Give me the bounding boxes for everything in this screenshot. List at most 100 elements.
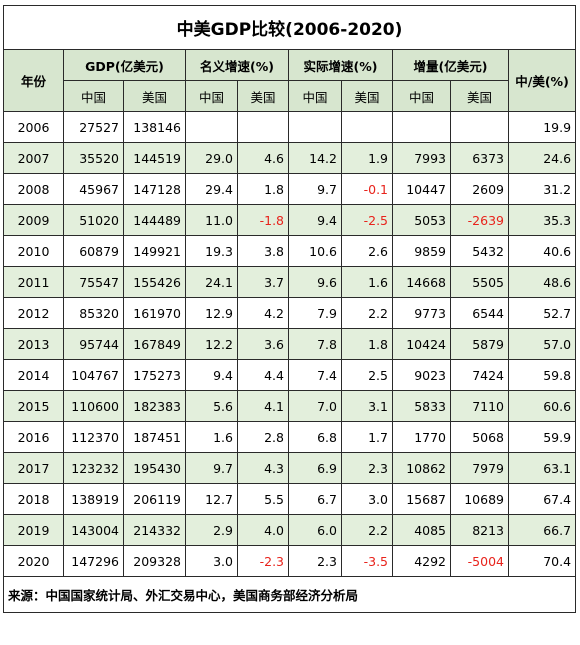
cell-real-usa: 2.2: [341, 297, 393, 329]
cell-increment-china: 4292: [392, 545, 451, 577]
header-real-growth: 实际增速(%): [288, 49, 393, 81]
cell-year: 2016: [3, 421, 64, 453]
cell-year: 2011: [3, 266, 64, 298]
cell-nominal-china: 5.6: [185, 390, 238, 422]
cell-increment-china: 14668: [392, 266, 451, 298]
cell-gdp-china: 75547: [63, 266, 124, 298]
cell-gdp-china: 27527: [63, 111, 124, 143]
table-row: 2006 27527 138146 19.9: [3, 111, 577, 143]
cell-nominal-usa: 5.5: [237, 483, 289, 515]
header-year: 年份: [3, 49, 64, 112]
cell-increment-china: 1770: [392, 421, 451, 453]
cell-nominal-china: 9.4: [185, 359, 238, 391]
cell-nominal-china: [185, 111, 238, 143]
source-note: 来源：中国国家统计局、外汇交易中心，美国商务部经济分析局: [2, 576, 577, 613]
table-row: 2019 143004 214332 2.9 4.0 6.0 2.2 4085 8213 66.7: [3, 514, 577, 546]
cell-real-china: 6.7: [288, 483, 342, 515]
header-increment: 增量(亿美元): [392, 49, 509, 81]
table-row: 2012 85320 161970 12.9 4.2 7.9 2.2 9773 6544 52.7: [3, 297, 577, 329]
cell-nominal-china: 29.4: [185, 173, 238, 205]
cell-increment-usa: 7979: [450, 452, 509, 484]
cell-real-usa: -3.5: [341, 545, 393, 577]
cell-real-usa: -0.1: [341, 173, 393, 205]
cell-increment-usa: 7424: [450, 359, 509, 391]
cell-year: 2007: [3, 142, 64, 174]
cell-year: 2008: [3, 173, 64, 205]
cell-nominal-china: 1.6: [185, 421, 238, 453]
subheader-china: 中国: [392, 80, 451, 112]
gdp-comparison-table: 中美GDP比较(2006-2020) 年份 GDP(亿美元) 名义增速(%) 实…: [2, 5, 577, 613]
table-row: 2014 104767 175273 9.4 4.4 7.4 2.5 9023 7424 59.8: [3, 359, 577, 391]
cell-real-usa: 1.9: [341, 142, 393, 174]
cell-gdp-usa: 182383: [123, 390, 186, 422]
subheader-usa: 美国: [450, 80, 509, 112]
cell-gdp-china: 110600: [63, 390, 124, 422]
cell-nominal-china: 29.0: [185, 142, 238, 174]
cell-ratio: 19.9: [507, 111, 577, 143]
cell-increment-china: 10447: [392, 173, 451, 205]
cell-gdp-china: 123232: [63, 452, 124, 484]
cell-increment-china: 5053: [392, 204, 451, 236]
cell-gdp-china: 35520: [63, 142, 124, 174]
subheader-china: 中国: [63, 80, 124, 112]
cell-nominal-usa: [237, 111, 289, 143]
cell-gdp-usa: 155426: [123, 266, 186, 298]
cell-gdp-usa: 175273: [123, 359, 186, 391]
cell-gdp-usa: 161970: [123, 297, 186, 329]
header-gdp: GDP(亿美元): [63, 49, 186, 81]
cell-nominal-china: 12.2: [185, 328, 238, 360]
cell-real-usa: 2.2: [341, 514, 393, 546]
cell-real-china: 9.7: [288, 173, 342, 205]
cell-real-usa: 1.7: [341, 421, 393, 453]
cell-real-usa: 2.3: [341, 452, 393, 484]
cell-ratio: 57.0: [507, 328, 577, 360]
cell-real-usa: 1.8: [341, 328, 393, 360]
cell-real-usa: -2.5: [341, 204, 393, 236]
table-row: 2007 35520 144519 29.0 4.6 14.2 1.9 7993 6373 24.…: [3, 142, 577, 174]
cell-gdp-usa: 214332: [123, 514, 186, 546]
cell-increment-china: 9023: [392, 359, 451, 391]
table-row: 2008 45967 147128 29.4 1.8 9.7 -0.1 10447 2609 31…: [3, 173, 577, 205]
cell-increment-china: 10862: [392, 452, 451, 484]
cell-increment-usa: -2639: [450, 204, 509, 236]
cell-increment-china: 9773: [392, 297, 451, 329]
cell-increment-usa: 5068: [450, 421, 509, 453]
cell-ratio: 70.4: [507, 545, 577, 577]
cell-ratio: 31.2: [507, 173, 577, 205]
table-row: 2009 51020 144489 11.0 -1.8 9.4 -2.5 5053 -2639 3…: [3, 204, 577, 236]
cell-year: 2019: [3, 514, 64, 546]
cell-real-china: 6.0: [288, 514, 342, 546]
cell-gdp-china: 45967: [63, 173, 124, 205]
cell-gdp-usa: 144489: [123, 204, 186, 236]
cell-gdp-china: 104767: [63, 359, 124, 391]
cell-increment-usa: 10689: [450, 483, 509, 515]
cell-real-china: 14.2: [288, 142, 342, 174]
cell-real-usa: 2.5: [341, 359, 393, 391]
cell-real-china: 9.6: [288, 266, 342, 298]
cell-nominal-china: 19.3: [185, 235, 238, 267]
cell-nominal-usa: -1.8: [237, 204, 289, 236]
cell-gdp-usa: 206119: [123, 483, 186, 515]
cell-ratio: 59.9: [507, 421, 577, 453]
cell-ratio: 52.7: [507, 297, 577, 329]
table-row: 2010 60879 149921 19.3 3.8 10.6 2.6 9859 5432 40.…: [3, 235, 577, 267]
cell-increment-china: 9859: [392, 235, 451, 267]
cell-gdp-usa: 149921: [123, 235, 186, 267]
cell-real-china: 10.6: [288, 235, 342, 267]
cell-gdp-china: 85320: [63, 297, 124, 329]
table-body: 2006 27527 138146 19.9 2007 35520 144519 29.0 4.…: [3, 111, 577, 577]
cell-increment-usa: 8213: [450, 514, 509, 546]
cell-increment-usa: 7110: [450, 390, 509, 422]
cell-gdp-usa: 167849: [123, 328, 186, 360]
subheader-usa: 美国: [237, 80, 289, 112]
cell-gdp-china: 147296: [63, 545, 124, 577]
cell-nominal-usa: 3.7: [237, 266, 289, 298]
cell-increment-usa: 6544: [450, 297, 509, 329]
header-nominal-growth: 名义增速(%): [185, 49, 289, 81]
cell-real-china: 9.4: [288, 204, 342, 236]
cell-ratio: 66.7: [507, 514, 577, 546]
cell-nominal-usa: 4.3: [237, 452, 289, 484]
cell-nominal-usa: -2.3: [237, 545, 289, 577]
cell-ratio: 59.8: [507, 359, 577, 391]
cell-real-china: 7.9: [288, 297, 342, 329]
